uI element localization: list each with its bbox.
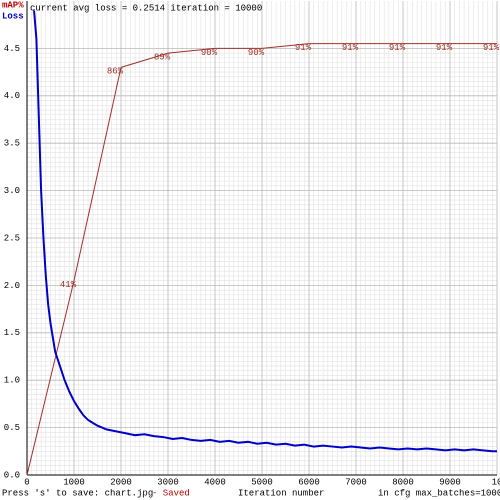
y-tick-label: 2.5 [4, 233, 20, 243]
y-tick-label: 4.5 [4, 44, 20, 54]
x-tick-label: 5000 [251, 477, 273, 487]
x-tick-label: 9000 [439, 477, 461, 487]
loss-line [33, 10, 497, 453]
y-tick-label: 1.5 [4, 328, 20, 338]
y-tick-label: 1.0 [4, 376, 20, 386]
x-tick-label: 0 [24, 477, 29, 487]
map-label: 89% [154, 53, 171, 63]
map-label: 91% [389, 43, 406, 53]
map-line [26, 43, 497, 476]
y-tick-label: 3.5 [4, 139, 20, 149]
map-label: 91% [295, 43, 312, 53]
footer-left: Press 's' to save: chart.jpg [2, 488, 153, 498]
x-tick-label: 8000 [392, 477, 414, 487]
x-tick-label: 10 [492, 477, 500, 487]
legend-map: mAP% [2, 0, 24, 10]
y-tick-label: 0.0 [4, 470, 20, 480]
y-tick-label: 3.0 [4, 186, 20, 196]
x-tick-label: 7000 [345, 477, 367, 487]
map-label: 90% [201, 48, 218, 58]
footer-saved: - Saved [152, 488, 190, 498]
map-label: 86% [107, 67, 124, 77]
chart-title: current avg loss = 0.2514 iteration = 10… [30, 3, 262, 13]
x-tick-label: 2000 [110, 477, 132, 487]
footer-right: in cfg max_batches=10000 [378, 488, 500, 498]
map-label: 91% [436, 43, 453, 53]
y-tick-label: 0.5 [4, 423, 20, 433]
x-tick-label: 3000 [157, 477, 179, 487]
legend-loss: Loss [2, 11, 24, 21]
map-label: 91% [483, 43, 500, 53]
x-tick-label: 6000 [298, 477, 320, 487]
y-tick-label: 2.0 [4, 281, 20, 291]
x-tick-label: 4000 [204, 477, 226, 487]
map-label: 91% [342, 43, 359, 53]
map-label: 90% [248, 48, 265, 58]
y-tick-label: 4.0 [4, 91, 20, 101]
x-axis-label: Iteration number [238, 488, 324, 498]
map-label: 41% [60, 280, 77, 290]
grid [26, 1, 498, 476]
x-tick-label: 1000 [63, 477, 85, 487]
